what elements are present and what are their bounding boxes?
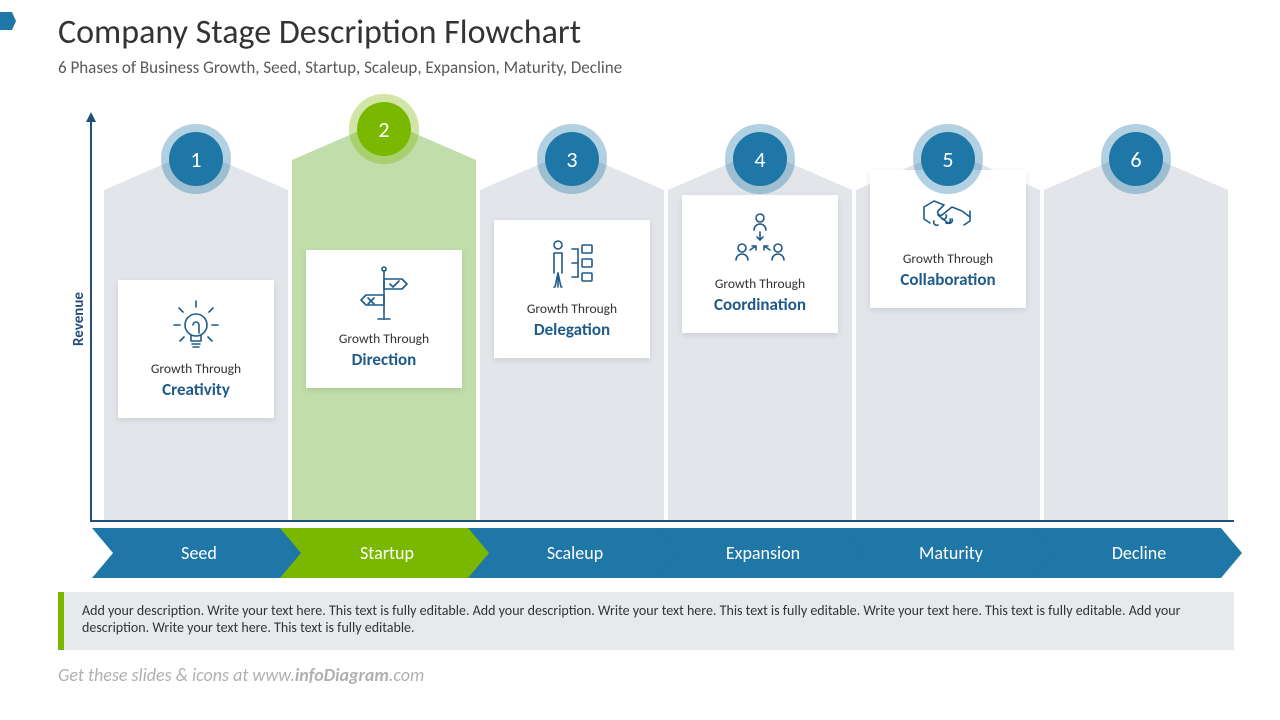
stage-card-5: Growth Through Collaboration — [870, 170, 1026, 308]
card-subtitle: Growth Through — [502, 300, 642, 317]
card-title: Collaboration — [878, 269, 1018, 290]
card-title: Direction — [314, 349, 454, 370]
stage-card-4: Growth Through Coordination — [682, 195, 838, 333]
stage-column-2: 2 Growth Through Direction — [290, 100, 478, 520]
stage-arrow-4: Expansion — [666, 528, 854, 578]
x-axis — [90, 520, 1234, 522]
signpost-icon — [314, 264, 454, 322]
arrow-label: Scaleup — [478, 528, 666, 578]
footer-attribution: Get these slides & icons at www.infoDiag… — [58, 664, 424, 686]
stage-badge-6: 6 — [1109, 132, 1163, 186]
y-axis-label: Revenue — [70, 292, 88, 346]
stage-arrows: Seed Startup Scaleup Expansion Maturity … — [102, 528, 1230, 578]
stage-number: 5 — [942, 146, 953, 173]
stage-arrow-1: Seed — [102, 528, 290, 578]
card-title: Coordination — [690, 294, 830, 315]
stage-number: 4 — [754, 146, 765, 173]
stage-badge-2: 2 — [357, 102, 411, 156]
stage-badge-3: 3 — [545, 132, 599, 186]
card-subtitle: Growth Through — [878, 250, 1018, 267]
lightbulb-icon — [126, 294, 266, 352]
stage-column-5: 5 Growth Through Collaboration — [854, 100, 1042, 520]
stage-arrow-6: Decline — [1042, 528, 1230, 578]
stage-number: 3 — [566, 146, 577, 173]
page-title: Company Stage Description Flowchart — [58, 12, 1280, 53]
description-text: Add your description. Write your text he… — [82, 602, 1180, 636]
card-title: Creativity — [126, 379, 266, 400]
stage-card-2: Growth Through Direction — [306, 250, 462, 388]
arrow-label: Startup — [290, 528, 478, 578]
stage-column-1: 1 Growth Through Creativity — [102, 100, 290, 520]
arrow-label: Decline — [1042, 528, 1230, 578]
card-subtitle: Growth Through — [690, 275, 830, 292]
stage-number: 6 — [1130, 146, 1141, 173]
stage-number: 2 — [378, 116, 389, 143]
header: Company Stage Description Flowchart 6 Ph… — [0, 0, 1280, 78]
page-subtitle: 6 Phases of Business Growth, Seed, Start… — [58, 57, 1280, 78]
stage-card-1: Growth Through Creativity — [118, 280, 274, 418]
stage-column-6: 6 — [1042, 100, 1230, 520]
delegation-icon — [502, 234, 642, 292]
arrow-label: Seed — [102, 528, 290, 578]
card-subtitle: Growth Through — [314, 330, 454, 347]
stage-arrow-2: Startup — [290, 528, 478, 578]
stage-column-3: 3 Growth Through Delegation — [478, 100, 666, 520]
stage-badge-5: 5 — [921, 132, 975, 186]
arrow-label: Maturity — [854, 528, 1042, 578]
flowchart: Revenue 1 Growth Through Creativity 2 Growt… — [58, 100, 1234, 580]
coordination-icon — [690, 209, 830, 267]
card-subtitle: Growth Through — [126, 360, 266, 377]
arrow-label: Expansion — [666, 528, 854, 578]
stage-number: 1 — [190, 146, 201, 173]
handshake-icon — [878, 184, 1018, 242]
stage-badge-4: 4 — [733, 132, 787, 186]
stage-arrow-3: Scaleup — [478, 528, 666, 578]
stage-column-4: 4 Growth Through Coordination — [666, 100, 854, 520]
stage-card-3: Growth Through Delegation — [494, 220, 650, 358]
stage-badge-1: 1 — [169, 132, 223, 186]
accent-marker — [0, 12, 16, 30]
stage-columns: 1 Growth Through Creativity 2 Growth Throug… — [102, 100, 1230, 520]
description-box: Add your description. Write your text he… — [58, 592, 1234, 650]
stage-bg — [1044, 150, 1228, 520]
y-axis — [90, 120, 92, 520]
card-title: Delegation — [502, 319, 642, 340]
stage-arrow-5: Maturity — [854, 528, 1042, 578]
